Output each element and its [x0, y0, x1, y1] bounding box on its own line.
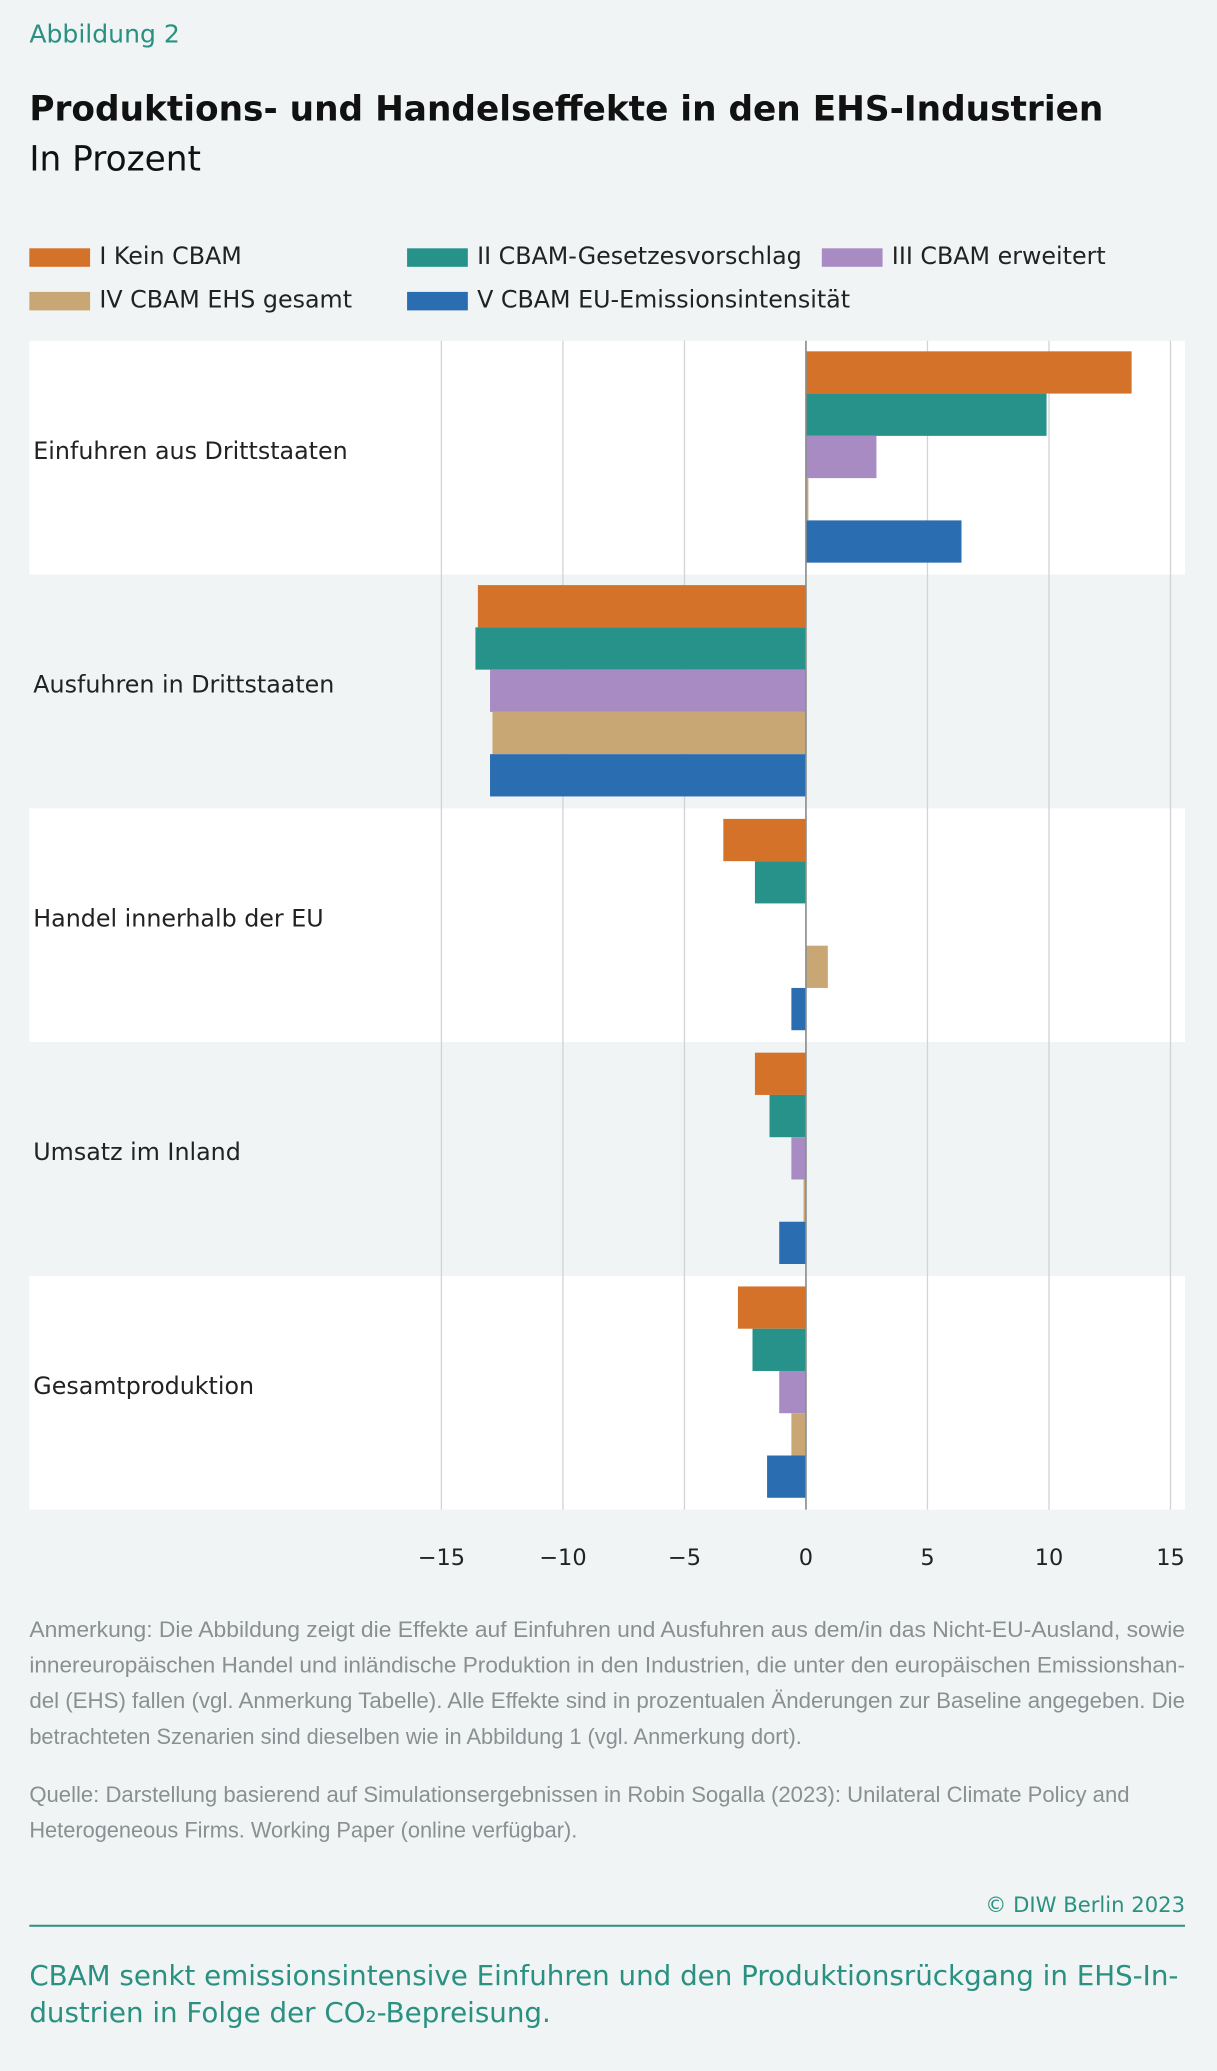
- x-tick-label: 15: [1156, 1545, 1185, 1571]
- bar: [805, 520, 962, 563]
- copyright: © DIW Berlin 2023: [985, 1892, 1185, 1917]
- legend-swatch: [821, 248, 883, 267]
- bar: [805, 393, 1047, 436]
- bar: [737, 1286, 806, 1329]
- legend-label: III CBAM erweitert: [892, 242, 1106, 270]
- note-line: del (EHS) fallen (vgl. Anmerkung Tabelle…: [29, 1688, 1185, 1713]
- bar: [767, 1455, 806, 1498]
- x-tick-label: −10: [539, 1545, 586, 1571]
- band: [29, 808, 1186, 1043]
- category-label: Handel innerhalb der EU: [33, 904, 323, 932]
- chart-title: Produktions- und Handelseffekte in den E…: [29, 89, 1103, 129]
- bar: [805, 435, 877, 479]
- bar: [791, 1413, 806, 1456]
- bar: [477, 585, 806, 628]
- legend-label: V CBAM EU-Emissionsintensität: [477, 286, 850, 314]
- bar: [791, 987, 806, 1031]
- band: [29, 1275, 1186, 1510]
- x-tick-label: −15: [418, 1545, 465, 1571]
- category-label: Ausfuhren in Drittstaaten: [33, 671, 334, 699]
- bar: [492, 711, 806, 755]
- legend-label: IV CBAM EHS gesamt: [99, 286, 352, 314]
- category-label: Gesamtproduktion: [33, 1372, 254, 1400]
- summary-line: CBAM senkt emissionsintensive Einfuhren …: [29, 1959, 1178, 1992]
- bar: [475, 627, 806, 670]
- bar: [769, 1094, 806, 1138]
- note-line: Anmerkung: Die Abbildung zeigt die Effek…: [29, 1617, 1185, 1642]
- legend-swatch: [29, 248, 91, 267]
- bar: [779, 1370, 806, 1414]
- legend-label: II CBAM-Gesetzesvorschlag: [477, 242, 802, 270]
- category-label: Einfuhren aus Drittstaaten: [33, 437, 347, 465]
- legend-label: I Kein CBAM: [99, 242, 241, 270]
- x-tick-label: 0: [799, 1545, 813, 1571]
- bar: [723, 818, 806, 862]
- bar: [752, 1328, 806, 1371]
- bar: [791, 1137, 806, 1180]
- bar: [754, 861, 806, 904]
- bar: [490, 669, 806, 712]
- chart-subtitle: In Prozent: [29, 140, 201, 180]
- legend-swatch: [29, 291, 91, 311]
- bar: [779, 1221, 806, 1264]
- bar: [805, 945, 828, 988]
- figure-label: Abbildung 2: [29, 20, 179, 49]
- source-line: Heterogeneous Firms. Working Paper (onli…: [29, 1818, 577, 1843]
- note-line: innereuropäischen Handel und inländische…: [29, 1653, 1185, 1678]
- category-label: Umsatz im Inland: [33, 1138, 241, 1166]
- x-tick-label: −5: [668, 1545, 701, 1571]
- summary-line: dustrien in Folge der CO₂-Bepreisung.: [29, 1996, 551, 2029]
- bar: [805, 478, 809, 521]
- legend-swatch: [407, 248, 468, 267]
- bar: [803, 1179, 806, 1222]
- source-line: Quelle: Darstellung basierend auf Simula…: [29, 1782, 1129, 1807]
- x-tick-label: 5: [920, 1545, 934, 1571]
- bar: [754, 1052, 806, 1095]
- bar: [490, 754, 806, 797]
- legend-swatch: [407, 291, 468, 311]
- note-line: betrachteten Szenarien sind dieselben wi…: [29, 1724, 802, 1749]
- bar: [805, 351, 1132, 394]
- x-tick-label: 10: [1035, 1545, 1064, 1571]
